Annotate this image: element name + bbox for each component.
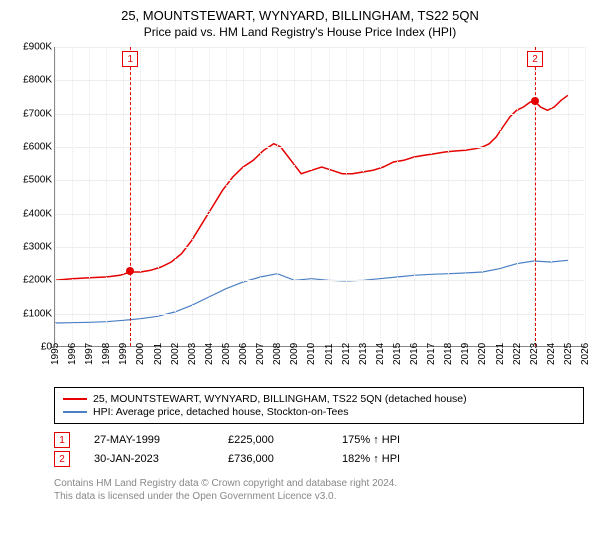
transaction-hpi: 182% ↑ HPI: [342, 453, 452, 465]
x-tick-label: 2003: [187, 343, 198, 365]
transaction-number-box: 2: [54, 451, 70, 467]
y-tick-label: £200K: [23, 275, 52, 286]
x-tick-label: 2026: [580, 343, 591, 365]
x-tick-label: 2017: [426, 343, 437, 365]
x-tick-label: 2020: [477, 343, 488, 365]
x-tick-label: 2013: [358, 343, 369, 365]
chart-container: £0£100K£200K£300K£400K£500K£600K£700K£80…: [10, 47, 590, 381]
x-tick-label: 2024: [546, 343, 557, 365]
y-tick-label: £300K: [23, 242, 52, 253]
y-tick-label: £600K: [23, 142, 52, 153]
transaction-marker-dot: [126, 267, 134, 275]
chart-lines: [55, 47, 585, 347]
transactions-table: 1 27-MAY-1999 £225,000 175% ↑ HPI 2 30-JAN-20…: [54, 432, 584, 467]
page-title: 25, MOUNTSTEWART, WYNYARD, BILLINGHAM, T…: [10, 8, 590, 23]
x-tick-label: 2001: [153, 343, 164, 365]
x-tick-label: 2022: [512, 343, 523, 365]
transaction-date: 30-JAN-2023: [94, 453, 204, 465]
y-tick-label: £800K: [23, 75, 52, 86]
y-tick-label: £100K: [23, 308, 52, 319]
footer-line-2: This data is licensed under the Open Gov…: [54, 490, 584, 503]
x-tick-label: 2004: [204, 343, 215, 365]
plot-area: 12: [54, 47, 584, 347]
x-tick-label: 2012: [341, 343, 352, 365]
y-tick-label: £400K: [23, 208, 52, 219]
x-tick-label: 2008: [272, 343, 283, 365]
transaction-marker-box: 2: [527, 51, 543, 67]
transaction-row: 2 30-JAN-2023 £736,000 182% ↑ HPI: [54, 451, 584, 467]
x-tick-label: 2018: [443, 343, 454, 365]
footer-attribution: Contains HM Land Registry data © Crown c…: [54, 477, 584, 503]
x-tick-label: 1999: [118, 343, 129, 365]
transaction-price: £736,000: [228, 453, 318, 465]
legend-label: HPI: Average price, detached house, Stoc…: [93, 406, 348, 418]
x-tick-label: 2002: [170, 343, 181, 365]
x-tick-label: 2005: [221, 343, 232, 365]
x-tick-label: 1995: [50, 343, 61, 365]
page-subtitle: Price paid vs. HM Land Registry's House …: [10, 25, 590, 39]
legend-label: 25, MOUNTSTEWART, WYNYARD, BILLINGHAM, T…: [93, 393, 467, 405]
legend-swatch: [63, 398, 87, 400]
x-tick-label: 2021: [495, 343, 506, 365]
transaction-number-box: 1: [54, 432, 70, 448]
transaction-hpi: 175% ↑ HPI: [342, 434, 452, 446]
transaction-marker-line: [535, 47, 536, 346]
x-tick-label: 2009: [289, 343, 300, 365]
y-axis-labels: £0£100K£200K£300K£400K£500K£600K£700K£80…: [10, 47, 54, 347]
legend-row: 25, MOUNTSTEWART, WYNYARD, BILLINGHAM, T…: [63, 393, 575, 405]
x-tick-label: 1996: [67, 343, 78, 365]
x-axis-labels: 1995199619971998199920002001200220032004…: [54, 347, 584, 381]
transaction-row: 1 27-MAY-1999 £225,000 175% ↑ HPI: [54, 432, 584, 448]
x-tick-label: 2010: [306, 343, 317, 365]
x-tick-label: 2007: [255, 343, 266, 365]
legend-swatch: [63, 411, 87, 413]
y-tick-label: £900K: [23, 42, 52, 53]
transaction-marker-box: 1: [122, 51, 138, 67]
x-tick-label: 2019: [460, 343, 471, 365]
x-tick-label: 2006: [238, 343, 249, 365]
x-tick-label: 2025: [563, 343, 574, 365]
x-tick-label: 2016: [409, 343, 420, 365]
x-tick-label: 2011: [324, 343, 335, 365]
x-tick-label: 2014: [375, 343, 386, 365]
footer-line-1: Contains HM Land Registry data © Crown c…: [54, 477, 584, 490]
legend: 25, MOUNTSTEWART, WYNYARD, BILLINGHAM, T…: [54, 387, 584, 424]
x-tick-label: 1998: [101, 343, 112, 365]
transaction-marker-dot: [531, 97, 539, 105]
y-tick-label: £500K: [23, 175, 52, 186]
transaction-marker-line: [130, 47, 131, 346]
legend-row: HPI: Average price, detached house, Stoc…: [63, 406, 575, 418]
x-tick-label: 2000: [135, 343, 146, 365]
x-tick-label: 2023: [529, 343, 540, 365]
y-tick-label: £700K: [23, 108, 52, 119]
transaction-date: 27-MAY-1999: [94, 434, 204, 446]
x-tick-label: 1997: [84, 343, 95, 365]
transaction-price: £225,000: [228, 434, 318, 446]
x-tick-label: 2015: [392, 343, 403, 365]
